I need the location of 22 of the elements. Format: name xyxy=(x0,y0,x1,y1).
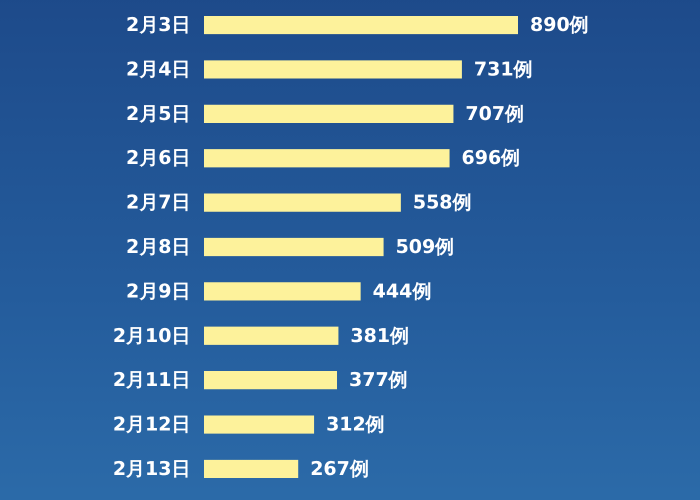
data-label: 444例 xyxy=(372,280,432,302)
data-label: 509例 xyxy=(396,236,454,258)
y-tick-label: 2月13日 xyxy=(112,458,190,480)
data-label: 558例 xyxy=(412,192,472,214)
data-label: 707例 xyxy=(465,102,524,125)
data-label: 377例 xyxy=(349,369,408,392)
data-label: 890例 xyxy=(530,14,589,36)
y-tick-label: 2月9日 xyxy=(126,280,190,302)
data-label: 731例 xyxy=(474,58,533,80)
data-label: 267例 xyxy=(310,458,369,480)
y-tick-label: 2月4日 xyxy=(126,58,190,80)
y-tick-label: 2月5日 xyxy=(126,102,190,125)
data-label: 381例 xyxy=(350,324,410,347)
y-tick-label: 2月10日 xyxy=(112,324,190,347)
y-tick-label: 2月11日 xyxy=(112,369,190,392)
y-tick-label: 2月7日 xyxy=(126,192,190,214)
data-label: 312例 xyxy=(326,414,385,436)
y-tick-label: 2月6日 xyxy=(126,147,190,170)
data-label: 696例 xyxy=(462,147,520,170)
y-tick-label: 2月3日 xyxy=(126,14,190,36)
y-tick-label: 2月12日 xyxy=(112,414,190,436)
y-tick-label: 2月8日 xyxy=(126,236,190,258)
